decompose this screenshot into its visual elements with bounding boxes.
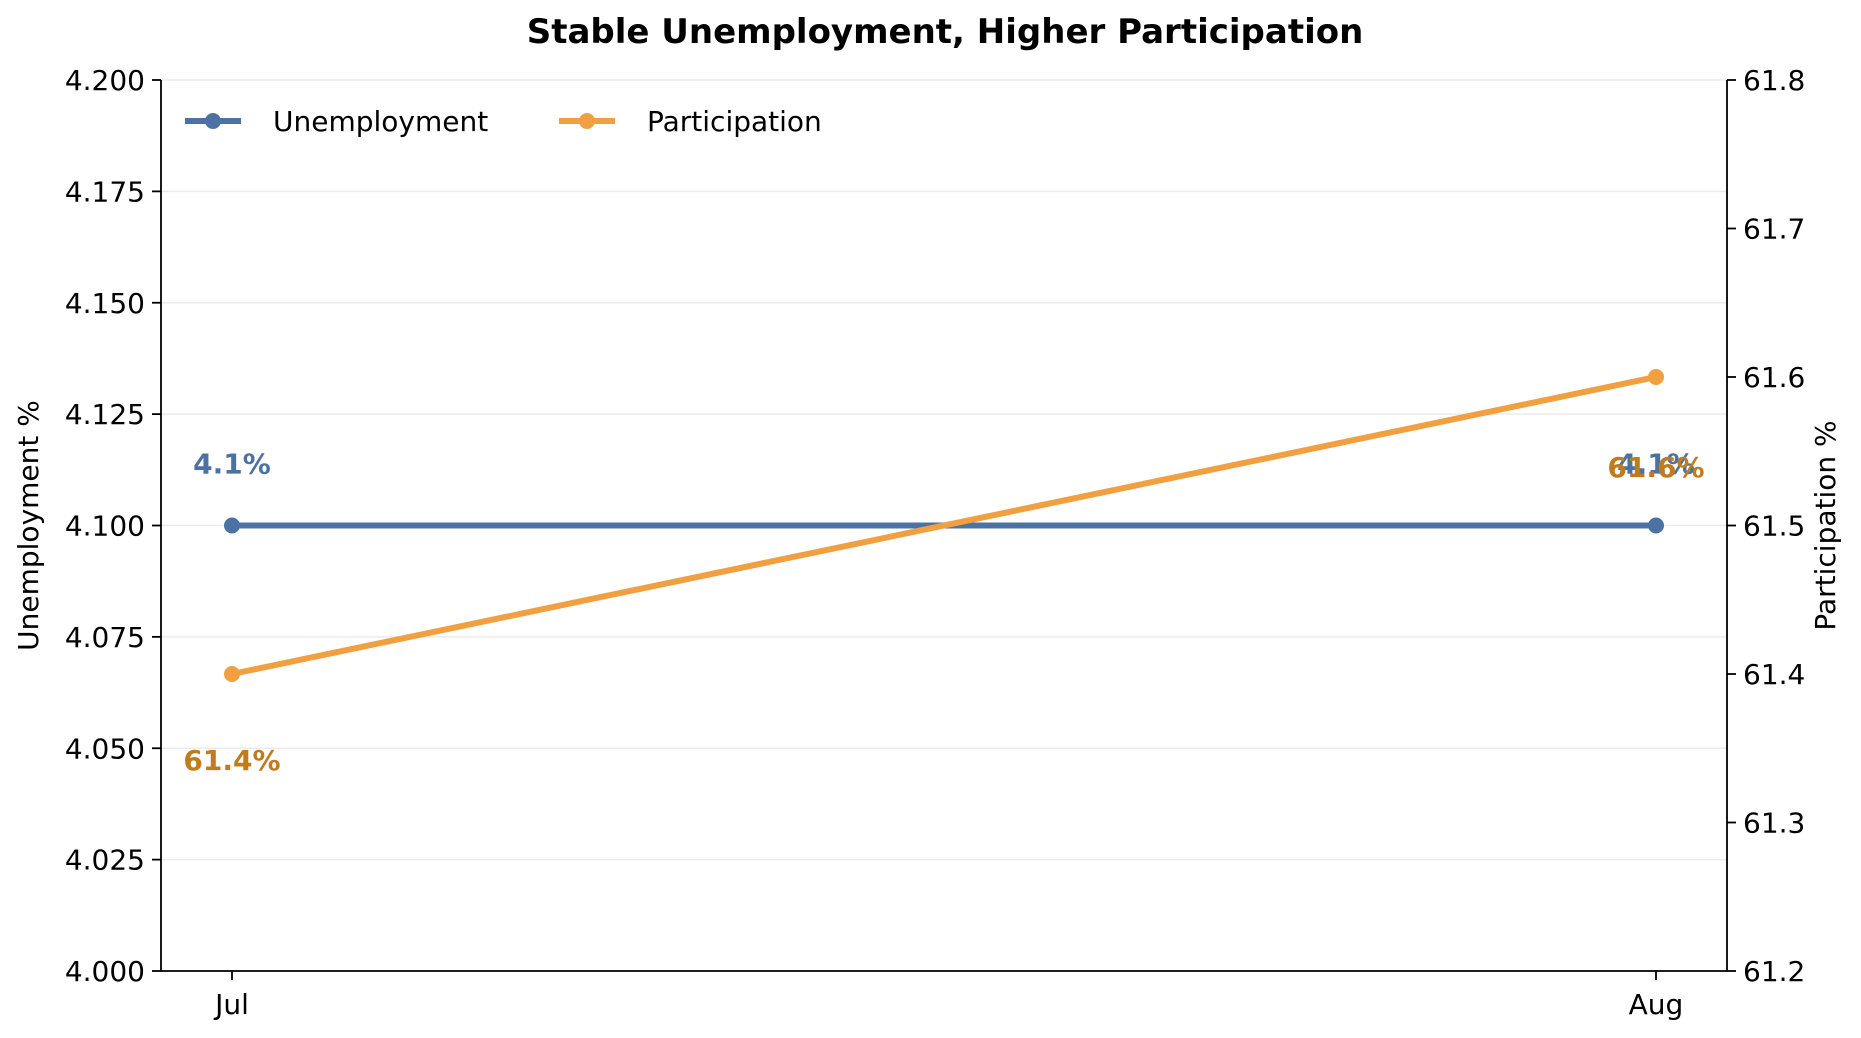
- right-tick-label: 61.8: [1743, 64, 1805, 97]
- left-tick-label: 4.200: [65, 64, 145, 97]
- x-tick-label: Aug: [1629, 988, 1684, 1021]
- series-lines: [224, 369, 1664, 682]
- left-tick-label: 4.150: [65, 287, 145, 320]
- data-labels: 4.1% 4.1% 61.4% 61.6%: [183, 448, 1704, 778]
- right-tick-label: 61.6: [1743, 361, 1805, 394]
- data-label: 4.1%: [1617, 448, 1695, 481]
- data-point: [1648, 517, 1664, 534]
- chart-title: Stable Unemployment, Higher Participatio…: [527, 12, 1364, 52]
- series-line-participation: [229, 374, 1659, 677]
- right-tick-label: 61.5: [1743, 510, 1805, 543]
- data-label: 61.6%: [1607, 451, 1704, 484]
- legend-marker: [579, 113, 595, 129]
- x-tick-label: Jul: [213, 988, 249, 1021]
- legend-label: Unemployment: [273, 105, 488, 138]
- left-tick-label: 4.075: [65, 621, 145, 654]
- left-tick-label: 4.050: [65, 732, 145, 765]
- data-label: 4.1%: [193, 448, 271, 481]
- legend-marker: [205, 113, 221, 129]
- left-tick-label: 4.025: [65, 844, 145, 877]
- left-tick-label: 4.125: [65, 398, 145, 431]
- left-tick-label: 4.100: [65, 510, 145, 543]
- right-axis-title: Participation %: [1809, 420, 1842, 630]
- data-point: [1648, 369, 1664, 385]
- data-label: 61.4%: [183, 744, 280, 777]
- axes: 4.000 4.025 4.050 4.075 4.100 4.125 4.150 4.175…: [12, 64, 1842, 1021]
- data-point: [224, 517, 240, 534]
- right-tick-label: 61.4: [1743, 658, 1805, 691]
- left-tick-label: 4.175: [65, 175, 145, 208]
- left-tick-label: 4.000: [65, 955, 145, 988]
- legend: Unemployment Participation: [185, 105, 822, 138]
- right-tick-label: 61.7: [1743, 213, 1805, 246]
- legend-label: Participation: [647, 105, 822, 138]
- right-tick-label: 61.3: [1743, 807, 1805, 840]
- right-tick-label: 61.2: [1743, 955, 1805, 988]
- left-axis-title: Unemployment %: [12, 400, 45, 651]
- data-point: [224, 666, 240, 682]
